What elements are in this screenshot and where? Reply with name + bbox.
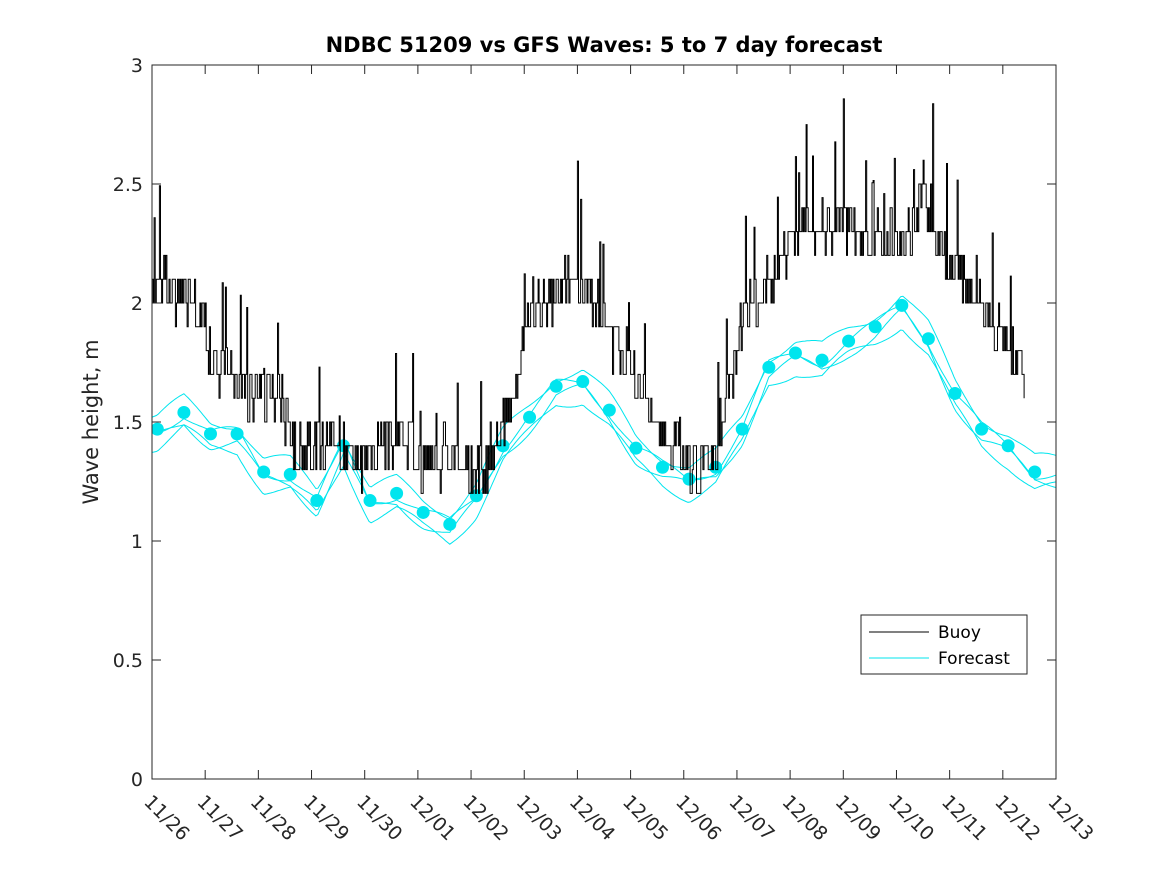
forecast-point: [629, 441, 643, 455]
forecast-point: [443, 517, 457, 531]
forecast-point: [1028, 465, 1042, 479]
y-tick-label: 1.5: [113, 412, 143, 434]
forecast-point: [921, 332, 935, 346]
forecast-point: [203, 427, 217, 441]
forecast-point: [868, 320, 882, 334]
forecast-point: [363, 494, 377, 508]
forecast-point: [762, 360, 776, 374]
forecast-point: [655, 460, 669, 474]
y-tick-label: 1: [131, 531, 143, 553]
forecast-point: [788, 346, 802, 360]
y-axis-label: Wave height, m: [79, 339, 103, 504]
forecast-point: [549, 379, 563, 393]
y-tick-label: 0: [131, 769, 143, 791]
buoy-line: [152, 98, 1025, 494]
forecast-point: [815, 353, 829, 367]
forecast-point: [416, 505, 430, 519]
forecast-point: [975, 422, 989, 436]
forecast-point: [496, 439, 510, 453]
forecast-point: [152, 422, 164, 436]
forecast-point: [948, 386, 962, 400]
legend: Buoy Forecast: [860, 614, 1028, 675]
y-tick-label: 2: [131, 293, 143, 315]
forecast-run-line: [152, 329, 1056, 545]
forecast-point: [390, 486, 404, 500]
forecast-point: [177, 405, 191, 419]
forecast-point: [283, 467, 297, 481]
legend-box: [860, 614, 1028, 675]
forecast-point: [682, 472, 696, 486]
forecast-point: [576, 375, 590, 389]
legend-forecast-label: Forecast: [938, 649, 1010, 669]
forecast-run-line: [152, 295, 1056, 521]
forecast-point: [523, 410, 537, 424]
forecast-point: [842, 334, 856, 348]
forecast-point: [602, 403, 616, 417]
forecast-point: [257, 465, 271, 479]
buoy-series-group: [152, 98, 1025, 494]
forecast-point: [895, 298, 909, 312]
forecast-point: [735, 422, 749, 436]
legend-buoy-label: Buoy: [938, 623, 981, 643]
forecast-point: [310, 494, 324, 508]
y-tick-label: 0.5: [113, 650, 143, 672]
forecast-point: [1001, 439, 1015, 453]
y-tick-label: 2.5: [113, 174, 143, 196]
y-tick-label: 3: [131, 55, 143, 77]
chart-title: NDBC 51209 vs GFS Waves: 5 to 7 day fore…: [326, 33, 883, 57]
forecast-point: [230, 427, 244, 441]
